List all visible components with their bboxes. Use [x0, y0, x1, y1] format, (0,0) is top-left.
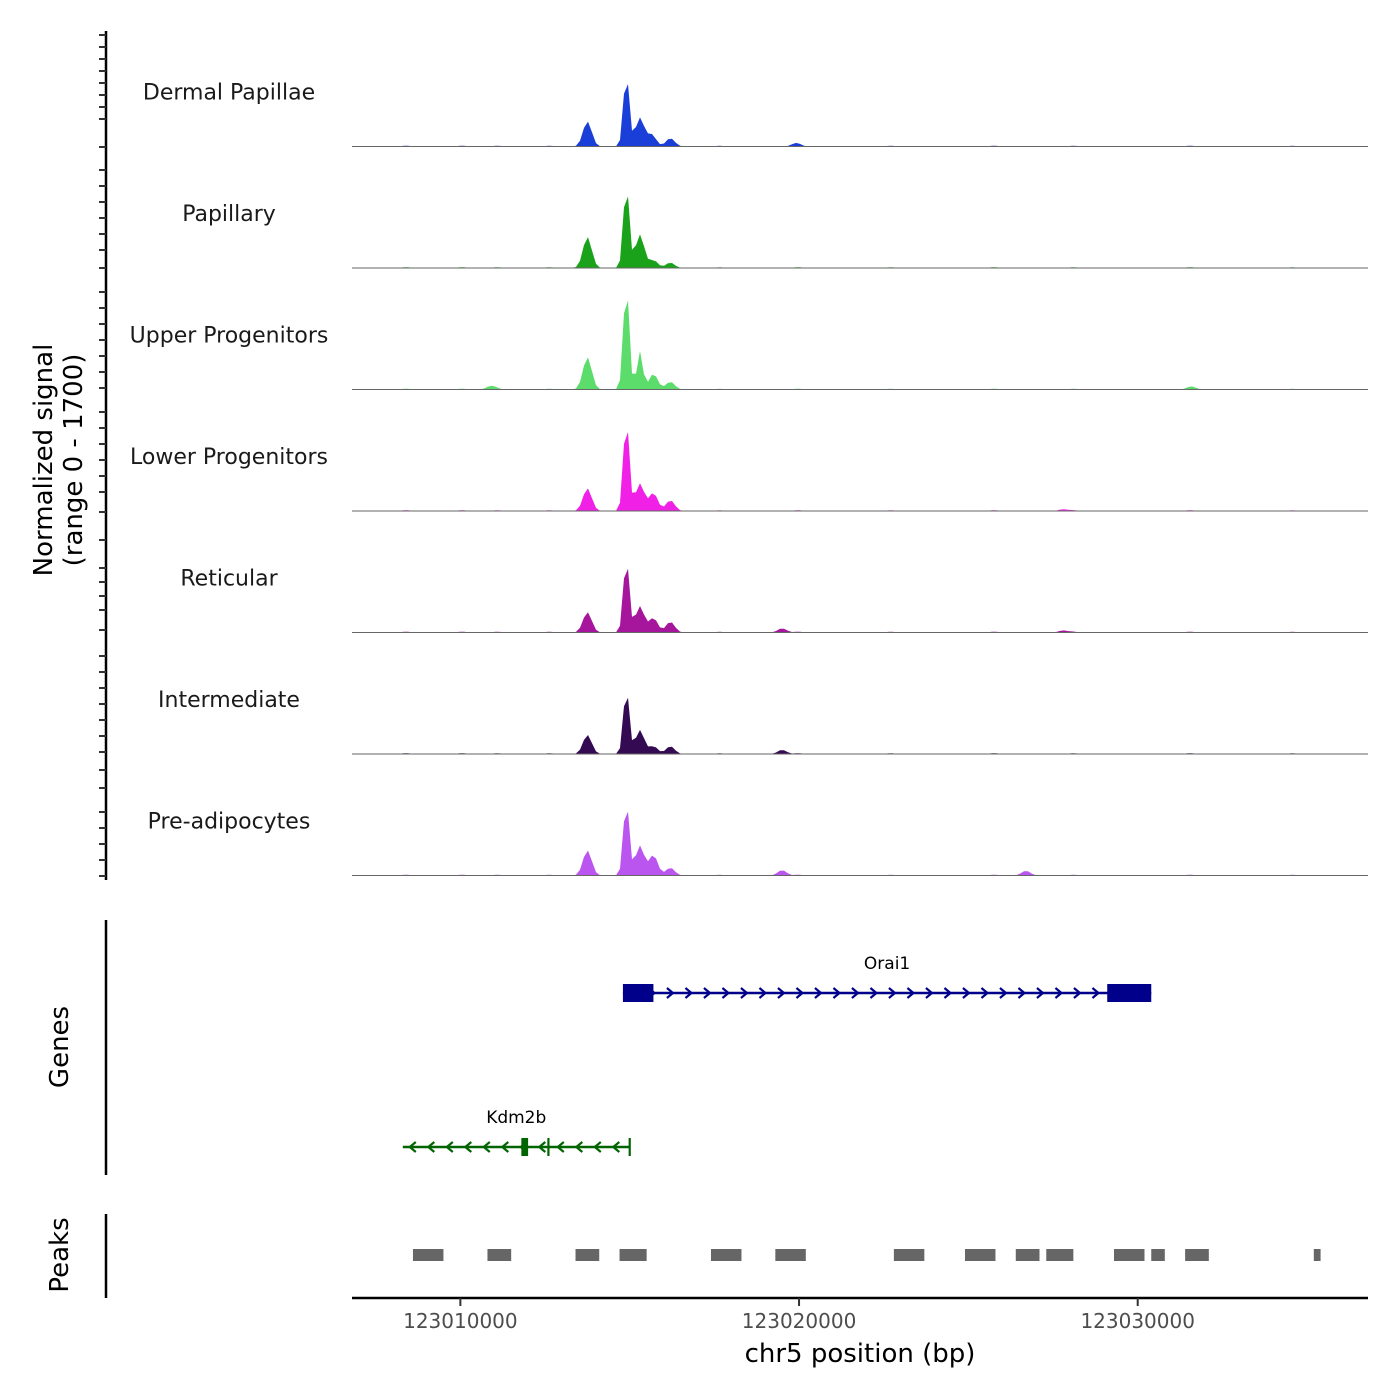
strand-arrow — [721, 987, 731, 999]
strand-arrow — [851, 987, 860, 999]
strand-arrow — [1091, 987, 1101, 999]
peak-region — [487, 1249, 512, 1261]
strand-arrow — [795, 987, 805, 999]
exon — [622, 984, 654, 1002]
strand-arrow — [408, 1141, 417, 1153]
peak-region — [775, 1249, 806, 1261]
strand-arrow — [463, 1141, 473, 1153]
strand-arrow — [962, 987, 971, 999]
strand-arrow — [1036, 987, 1045, 999]
strand-arrow — [925, 987, 934, 999]
strand-arrow — [1073, 987, 1082, 999]
peak-region — [964, 1249, 996, 1261]
strand-arrow — [777, 987, 786, 999]
peak-region — [412, 1249, 444, 1261]
peak-region — [1015, 1249, 1040, 1261]
coverage-track-2: Upper Progenitors — [130, 300, 1368, 390]
strand-arrow — [814, 987, 823, 999]
coverage-track-6: Pre-adipocytes — [148, 810, 1368, 876]
x-tick-label: 123010000 — [403, 1309, 518, 1333]
peak-region — [1114, 1249, 1145, 1261]
strand-arrow — [684, 987, 694, 999]
strand-arrow — [500, 1141, 510, 1153]
strand-arrow — [482, 1141, 491, 1153]
coverage-area — [352, 697, 1368, 754]
peak-region — [619, 1249, 647, 1261]
track-label: Intermediate — [158, 688, 300, 713]
strand-arrow — [980, 987, 990, 999]
y-axis-title-line1: Normalized signal — [29, 344, 59, 577]
track-label: Dermal Papillae — [143, 81, 315, 106]
strand-arrow — [869, 987, 879, 999]
coverage-area — [352, 84, 1368, 147]
strand-arrow — [906, 987, 916, 999]
strand-arrow — [445, 1141, 454, 1153]
gene-label: Kdm2b — [486, 1108, 546, 1128]
strand-arrow — [1017, 987, 1027, 999]
strand-arrow — [758, 987, 768, 999]
axes: 123010000 123020000 123030000 — [99, 31, 1368, 1333]
strand-arrow — [943, 987, 953, 999]
track-label: Pre-adipocytes — [148, 810, 311, 835]
genes-axis-title: Genes — [45, 1006, 75, 1088]
track-label: Reticular — [180, 567, 278, 592]
coverage-area — [352, 432, 1368, 511]
peak-region — [1151, 1249, 1165, 1261]
x-tick-label: 123030000 — [1080, 1309, 1195, 1333]
strand-arrow — [999, 987, 1008, 999]
coverage-area — [352, 811, 1368, 876]
strand-arrow — [740, 987, 749, 999]
strand-arrow — [666, 987, 675, 999]
coverage-area — [352, 196, 1368, 268]
gene-1: Kdm2b — [402, 1108, 631, 1156]
strand-arrow — [556, 1141, 565, 1153]
strand-arrow — [537, 1141, 547, 1153]
track-label: Lower Progenitors — [130, 445, 328, 470]
peak-region — [1313, 1249, 1321, 1261]
exon — [1107, 984, 1152, 1002]
strand-arrow — [832, 987, 842, 999]
peak-region — [710, 1249, 742, 1261]
peak-region — [893, 1249, 925, 1261]
peak-region — [1046, 1249, 1074, 1261]
strand-arrow — [1054, 987, 1064, 999]
coverage-track-0: Dermal Papillae — [143, 81, 1368, 147]
coverage-track-4: Reticular — [180, 567, 1368, 633]
coverage-area — [352, 568, 1368, 633]
strand-arrow — [888, 987, 897, 999]
strand-arrow — [574, 1141, 584, 1153]
coverage-tracks: Dermal Papillae Papillary Upper Progenitor… — [130, 81, 1368, 876]
x-axis-title: chr5 position (bp) — [745, 1339, 976, 1369]
coverage-area — [352, 300, 1368, 390]
track-label: Upper Progenitors — [130, 324, 329, 349]
strand-arrow — [703, 987, 712, 999]
y-axis-title-line2: (range 0 - 1700) — [59, 354, 89, 567]
coverage-track-1: Papillary — [182, 196, 1368, 269]
coverage-track-5: Intermediate — [158, 688, 1368, 755]
strand-arrow — [593, 1141, 602, 1153]
peaks-axis-title: Peaks — [45, 1217, 75, 1292]
peak-region — [1185, 1249, 1209, 1261]
peak-region — [575, 1249, 600, 1261]
coverage-track-3: Lower Progenitors — [130, 432, 1368, 512]
track-label: Papillary — [182, 202, 276, 227]
x-tick-label: 123020000 — [742, 1309, 857, 1333]
peak-track — [412, 1249, 1321, 1261]
strand-arrow — [426, 1141, 436, 1153]
gene-0: Orai1 — [622, 954, 1152, 1002]
exon — [521, 1138, 529, 1156]
strand-arrow — [611, 1141, 621, 1153]
gene-label: Orai1 — [864, 954, 910, 974]
gene-track: Orai1 Kdm2b — [402, 954, 1152, 1156]
